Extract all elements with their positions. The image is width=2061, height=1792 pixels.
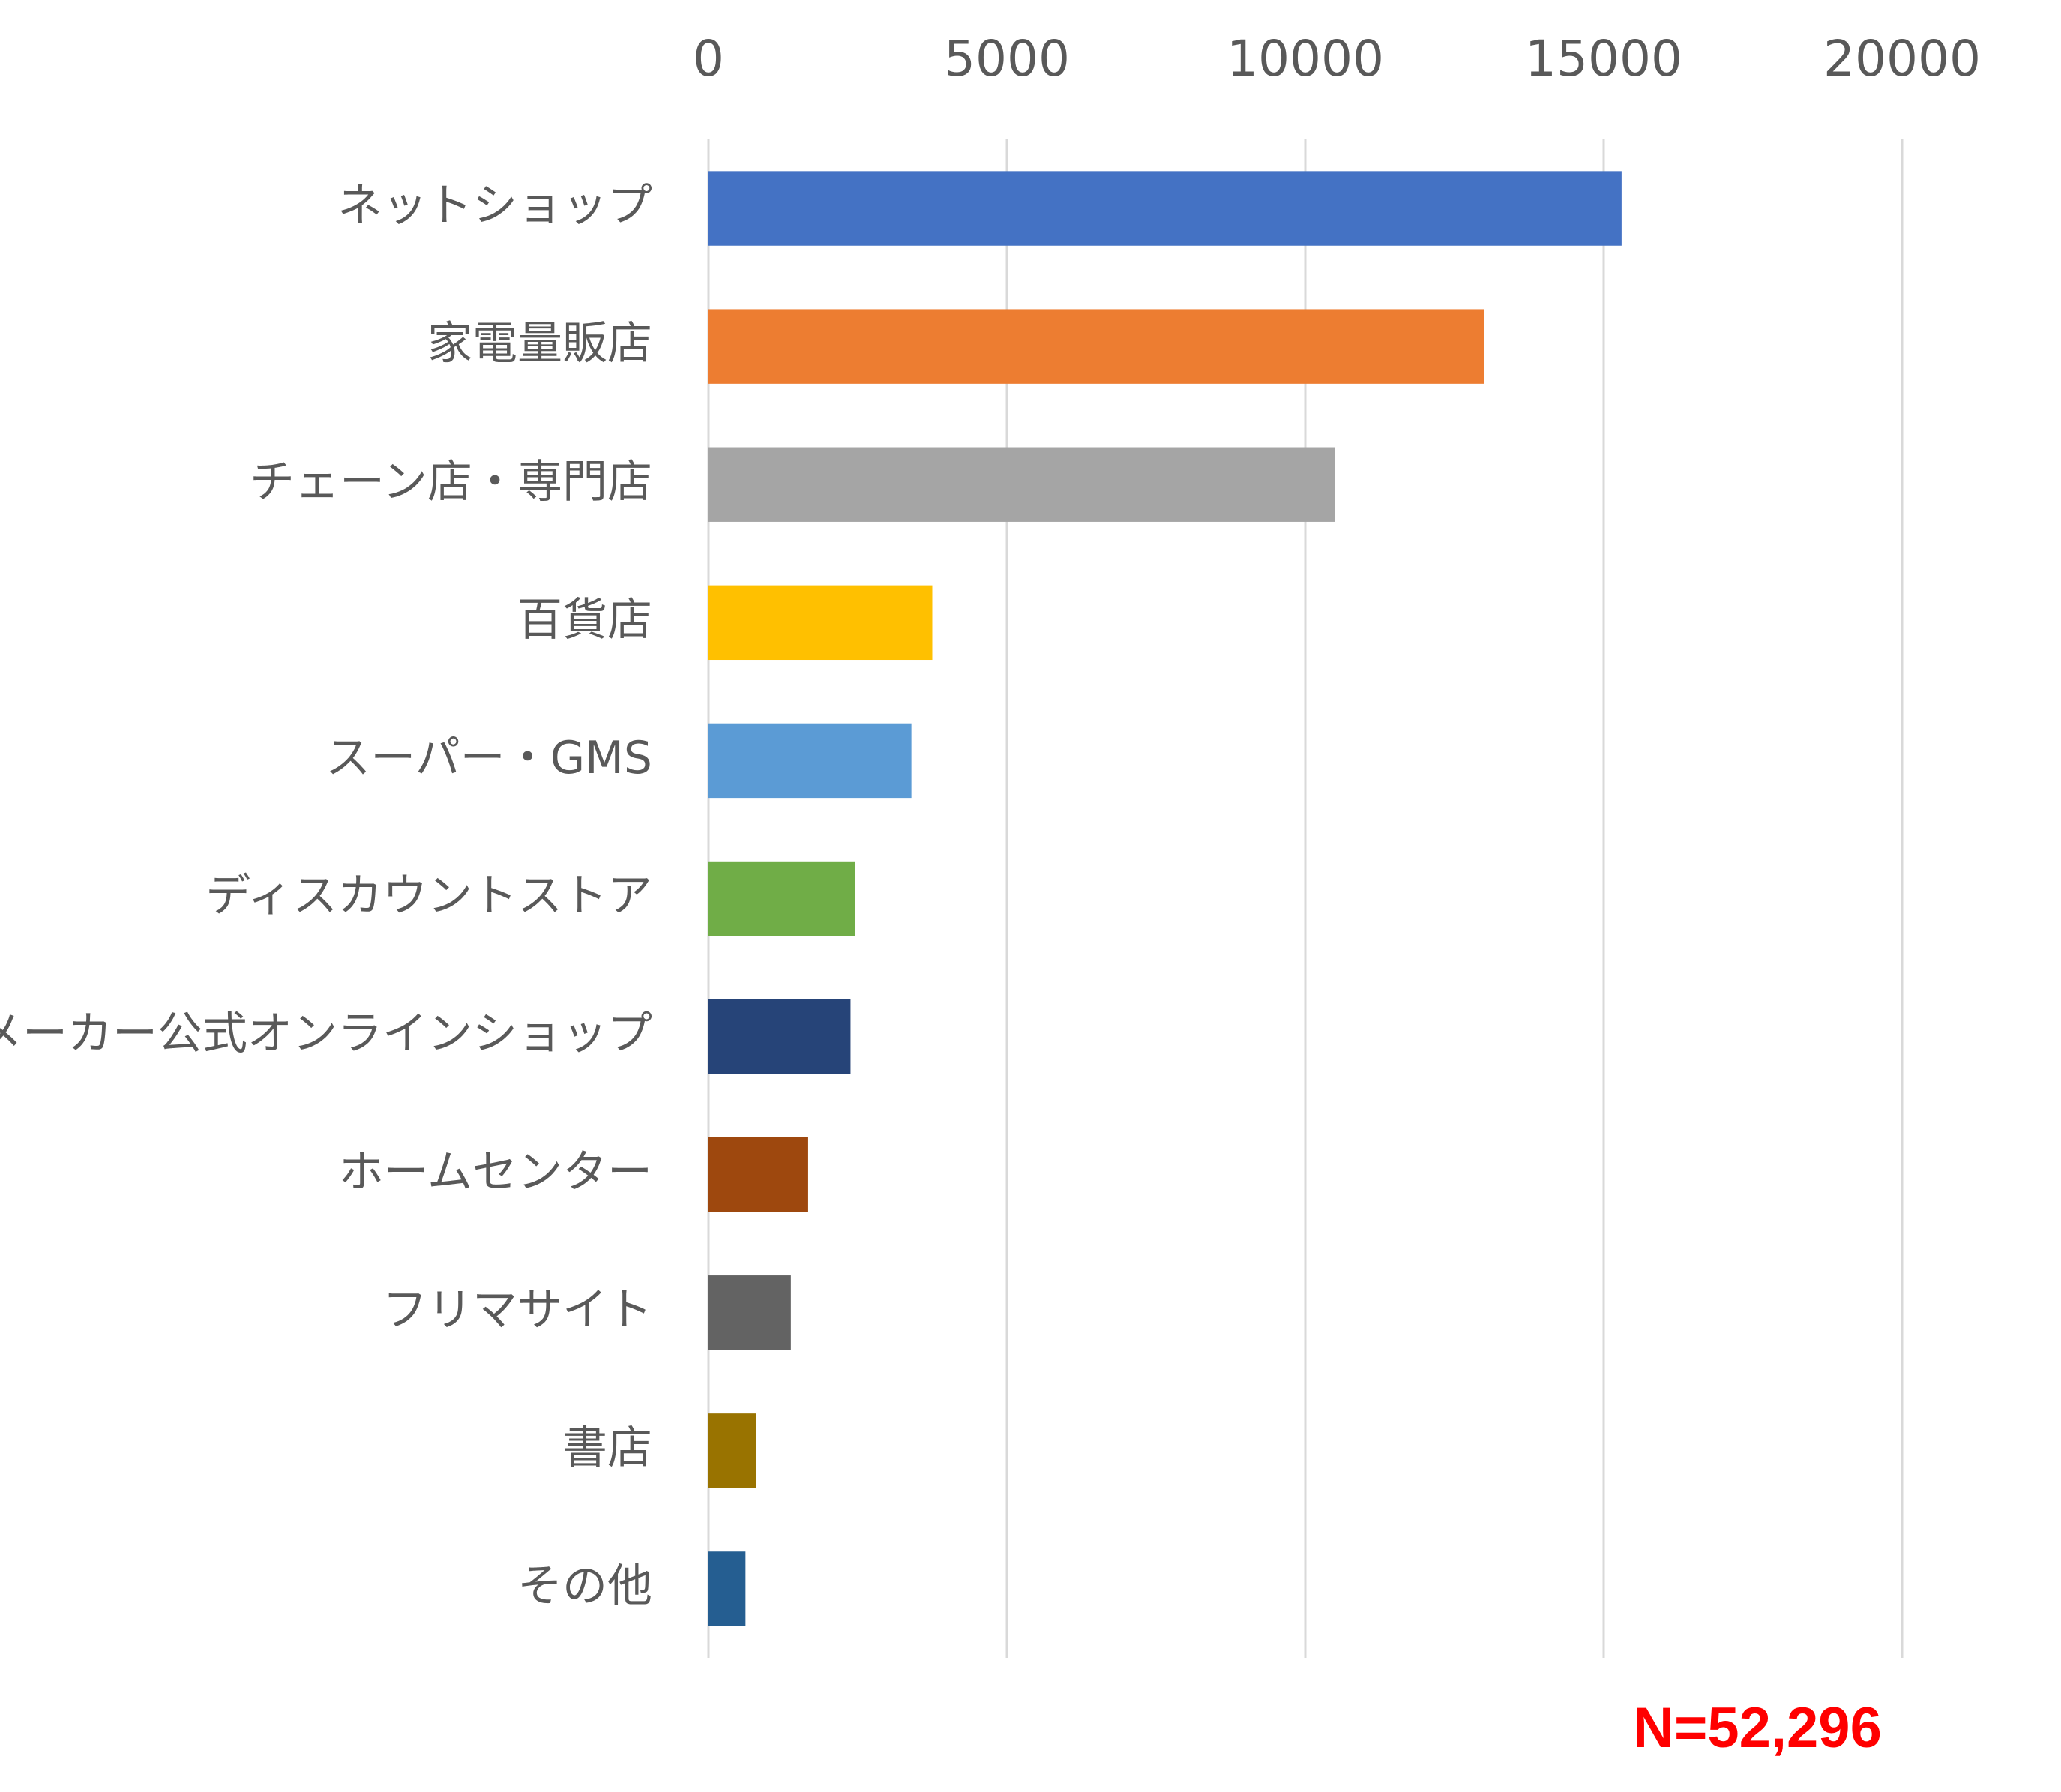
bar <box>708 1413 756 1488</box>
category-label: ディスカウントストア <box>205 870 652 922</box>
annotation: N=52,296 <box>1633 1696 1882 1760</box>
category-label: チェーン店・専門店 <box>250 456 652 508</box>
x-tick-label: 10000 <box>1227 30 1384 88</box>
category-label: 百貨店 <box>517 594 652 646</box>
bar <box>708 723 912 799</box>
category-label: メーカー公式オンラインショップ <box>0 1008 652 1060</box>
category-label: スーパー・GMS <box>325 732 652 784</box>
category-label: ホームセンター <box>339 1146 652 1198</box>
x-tick-label: 20000 <box>1823 30 1981 88</box>
bar <box>708 999 851 1074</box>
category-label: 家電量販店 <box>427 318 652 370</box>
bar <box>708 1137 808 1212</box>
x-tick-label: 15000 <box>1525 30 1682 88</box>
category-label: 書店 <box>562 1422 652 1474</box>
category-label: ネットショップ <box>337 180 652 232</box>
category-label: フリマサイト <box>382 1284 652 1336</box>
bar <box>708 585 933 661</box>
bar <box>708 309 1484 384</box>
bar <box>708 861 855 936</box>
bar <box>708 447 1335 522</box>
category-label: その他 <box>517 1560 652 1613</box>
bar <box>708 1551 746 1626</box>
x-tick-label: 5000 <box>944 30 1070 88</box>
x-tick-label: 0 <box>693 30 724 88</box>
bar <box>708 1275 791 1350</box>
bar <box>708 171 1622 246</box>
